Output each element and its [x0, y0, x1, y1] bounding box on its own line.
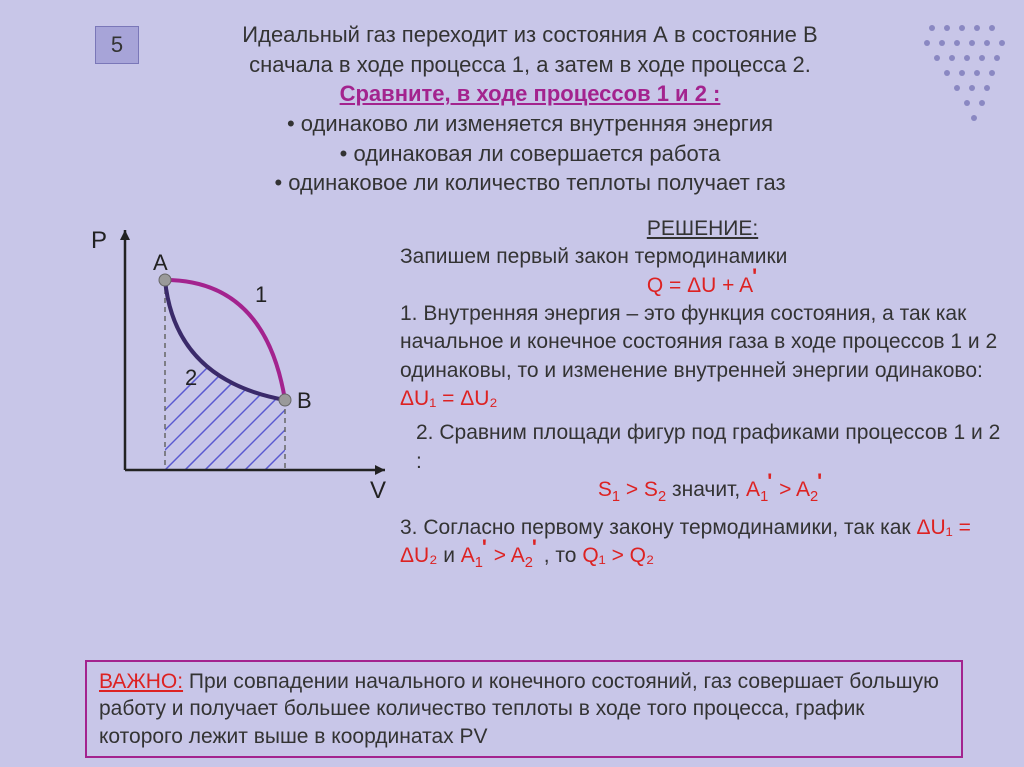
point-a-label: A — [153, 250, 168, 275]
pv-diagram: A B 1 2 P V — [85, 220, 395, 510]
header-line1: Идеальный газ переходит из состояния А в… — [160, 20, 900, 50]
solution-intro: Запишем первый закон термодинамики — [400, 243, 1005, 271]
header-bullet1: • одинаково ли изменяется внутренняя эне… — [160, 109, 900, 139]
solution-part3: 3. Согласно первому закону термодинамики… — [400, 514, 1005, 574]
header-bullet3: • одинаковое ли количество теплоты получ… — [160, 168, 900, 198]
formula-first-law: Q = ΔU + A — [400, 272, 1005, 300]
curve1-label: 1 — [255, 282, 267, 307]
header-compare: Сравните, в ходе процессов 1 и 2 : — [160, 79, 900, 109]
problem-statement: Идеальный газ переходит из состояния А в… — [160, 20, 900, 198]
point-b-label: B — [297, 388, 312, 413]
solution-block: РЕШЕНИЕ: Запишем первый закон термодинам… — [400, 215, 1005, 575]
problem-number: 5 — [111, 32, 123, 58]
solution-part2: 2. Сравним площади фигур под графиками п… — [416, 419, 1005, 508]
y-axis-label: P — [91, 227, 107, 254]
decorative-dots — [902, 18, 1012, 148]
important-box: ВАЖНО: При совпадении начального и конеч… — [85, 660, 963, 758]
header-line2: сначала в ходе процесса 1, а затем в ход… — [160, 50, 900, 80]
x-axis-label: V — [370, 477, 386, 504]
solution-part1: 1. Внутренняя энергия – это функция сост… — [400, 300, 1005, 413]
solution-title: РЕШЕНИЕ: — [400, 215, 1005, 243]
problem-number-box: 5 — [95, 26, 139, 64]
important-text: При совпадении начального и конечного со… — [99, 670, 939, 748]
curve2-label: 2 — [185, 365, 197, 390]
important-label: ВАЖНО: — [99, 670, 183, 693]
header-bullet2: • одинаковая ли совершается работа — [160, 139, 900, 169]
